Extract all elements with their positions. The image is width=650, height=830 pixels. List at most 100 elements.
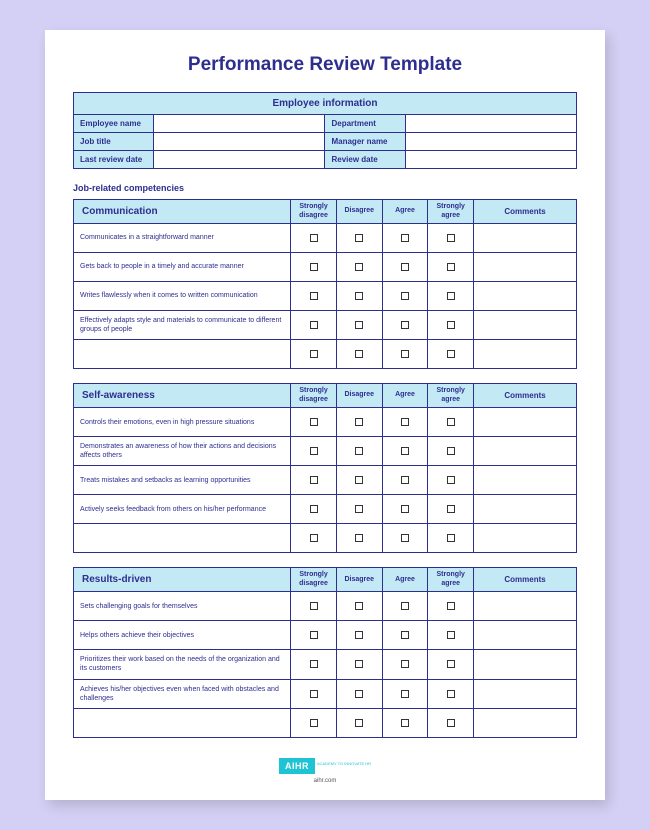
rating-cell[interactable] — [291, 224, 337, 253]
rating-cell[interactable] — [428, 524, 474, 553]
rating-cell[interactable] — [336, 621, 382, 650]
rating-cell[interactable] — [291, 466, 337, 495]
checkbox-icon[interactable] — [447, 631, 455, 639]
checkbox-icon[interactable] — [401, 350, 409, 358]
rating-cell[interactable] — [382, 408, 428, 437]
checkbox-icon[interactable] — [401, 719, 409, 727]
checkbox-icon[interactable] — [401, 690, 409, 698]
checkbox-icon[interactable] — [447, 476, 455, 484]
rating-cell[interactable] — [291, 524, 337, 553]
rating-cell[interactable] — [382, 282, 428, 311]
rating-cell[interactable] — [291, 282, 337, 311]
checkbox-icon[interactable] — [310, 234, 318, 242]
comments-cell[interactable] — [474, 253, 577, 282]
info-value[interactable] — [405, 151, 576, 169]
rating-cell[interactable] — [336, 224, 382, 253]
rating-cell[interactable] — [336, 408, 382, 437]
rating-cell[interactable] — [428, 224, 474, 253]
info-value[interactable] — [405, 133, 576, 151]
checkbox-icon[interactable] — [447, 660, 455, 668]
checkbox-icon[interactable] — [401, 234, 409, 242]
comments-cell[interactable] — [474, 592, 577, 621]
rating-cell[interactable] — [428, 650, 474, 679]
rating-cell[interactable] — [428, 311, 474, 340]
checkbox-icon[interactable] — [401, 534, 409, 542]
rating-cell[interactable] — [336, 340, 382, 369]
comments-cell[interactable] — [474, 437, 577, 466]
checkbox-icon[interactable] — [310, 631, 318, 639]
rating-cell[interactable] — [428, 340, 474, 369]
rating-cell[interactable] — [382, 253, 428, 282]
rating-cell[interactable] — [428, 679, 474, 708]
checkbox-icon[interactable] — [355, 690, 363, 698]
checkbox-icon[interactable] — [355, 631, 363, 639]
info-value[interactable] — [405, 115, 576, 133]
checkbox-icon[interactable] — [401, 631, 409, 639]
rating-cell[interactable] — [291, 437, 337, 466]
checkbox-icon[interactable] — [447, 505, 455, 513]
comments-cell[interactable] — [474, 282, 577, 311]
checkbox-icon[interactable] — [310, 292, 318, 300]
comments-cell[interactable] — [474, 495, 577, 524]
rating-cell[interactable] — [336, 437, 382, 466]
rating-cell[interactable] — [336, 495, 382, 524]
checkbox-icon[interactable] — [310, 505, 318, 513]
checkbox-icon[interactable] — [447, 234, 455, 242]
rating-cell[interactable] — [291, 679, 337, 708]
rating-cell[interactable] — [336, 282, 382, 311]
info-value[interactable] — [154, 151, 325, 169]
rating-cell[interactable] — [382, 592, 428, 621]
rating-cell[interactable] — [382, 340, 428, 369]
checkbox-icon[interactable] — [401, 321, 409, 329]
checkbox-icon[interactable] — [401, 476, 409, 484]
rating-cell[interactable] — [428, 621, 474, 650]
info-value[interactable] — [154, 133, 325, 151]
comments-cell[interactable] — [474, 466, 577, 495]
rating-cell[interactable] — [291, 621, 337, 650]
rating-cell[interactable] — [428, 253, 474, 282]
checkbox-icon[interactable] — [310, 476, 318, 484]
checkbox-icon[interactable] — [447, 447, 455, 455]
rating-cell[interactable] — [382, 679, 428, 708]
checkbox-icon[interactable] — [355, 447, 363, 455]
rating-cell[interactable] — [428, 466, 474, 495]
checkbox-icon[interactable] — [310, 534, 318, 542]
rating-cell[interactable] — [291, 592, 337, 621]
checkbox-icon[interactable] — [355, 719, 363, 727]
checkbox-icon[interactable] — [401, 418, 409, 426]
rating-cell[interactable] — [382, 311, 428, 340]
rating-cell[interactable] — [382, 495, 428, 524]
comments-cell[interactable] — [474, 224, 577, 253]
checkbox-icon[interactable] — [355, 321, 363, 329]
rating-cell[interactable] — [382, 621, 428, 650]
comments-cell[interactable] — [474, 524, 577, 553]
checkbox-icon[interactable] — [355, 505, 363, 513]
checkbox-icon[interactable] — [310, 602, 318, 610]
rating-cell[interactable] — [336, 650, 382, 679]
checkbox-icon[interactable] — [310, 263, 318, 271]
checkbox-icon[interactable] — [401, 505, 409, 513]
checkbox-icon[interactable] — [310, 321, 318, 329]
rating-cell[interactable] — [336, 679, 382, 708]
checkbox-icon[interactable] — [401, 292, 409, 300]
rating-cell[interactable] — [382, 524, 428, 553]
rating-cell[interactable] — [291, 650, 337, 679]
checkbox-icon[interactable] — [447, 602, 455, 610]
checkbox-icon[interactable] — [355, 602, 363, 610]
rating-cell[interactable] — [382, 708, 428, 737]
rating-cell[interactable] — [336, 466, 382, 495]
checkbox-icon[interactable] — [401, 660, 409, 668]
comments-cell[interactable] — [474, 408, 577, 437]
checkbox-icon[interactable] — [355, 292, 363, 300]
comments-cell[interactable] — [474, 621, 577, 650]
rating-cell[interactable] — [336, 592, 382, 621]
comments-cell[interactable] — [474, 650, 577, 679]
rating-cell[interactable] — [382, 466, 428, 495]
checkbox-icon[interactable] — [401, 263, 409, 271]
rating-cell[interactable] — [428, 495, 474, 524]
checkbox-icon[interactable] — [447, 719, 455, 727]
checkbox-icon[interactable] — [355, 418, 363, 426]
rating-cell[interactable] — [291, 311, 337, 340]
checkbox-icon[interactable] — [401, 447, 409, 455]
checkbox-icon[interactable] — [401, 602, 409, 610]
